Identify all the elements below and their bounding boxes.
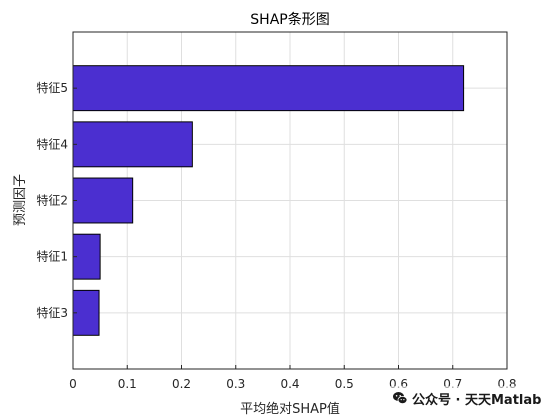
y-axis-title: 预测因子 (13, 174, 28, 226)
bar-特征5 (72, 65, 465, 112)
y-ticks: 特征5 特征4 特征2 特征1 特征3 (36, 80, 77, 320)
chart-title: SHAP条形图 (250, 11, 329, 28)
x-tick-label: 0.4 (280, 377, 299, 391)
watermark: 公众号 · 天天Matlab (390, 386, 544, 410)
bars (72, 65, 465, 336)
bar-特征1 (72, 233, 101, 280)
y-tick-label: 特征5 (36, 80, 68, 95)
bar-特征4 (72, 121, 193, 168)
y-tick-label: 特征2 (36, 193, 68, 208)
x-tick-label: 0.5 (335, 377, 354, 391)
wechat-icon (393, 392, 408, 404)
watermark-text: 公众号 · 天天Matlab (412, 392, 542, 408)
x-tick-label: 0.3 (226, 377, 245, 391)
x-tick-label: 0.1 (118, 377, 137, 391)
x-tick-label: 0 (69, 377, 77, 391)
x-tick-label: 0.2 (172, 377, 191, 391)
bar-特征2 (72, 177, 134, 224)
x-axis-title: 平均绝对SHAP值 (240, 401, 340, 417)
bar-特征3 (72, 289, 100, 336)
y-tick-label: 特征4 (36, 136, 68, 151)
y-tick-label: 特征1 (36, 249, 68, 264)
y-tick-label: 特征3 (36, 305, 68, 320)
